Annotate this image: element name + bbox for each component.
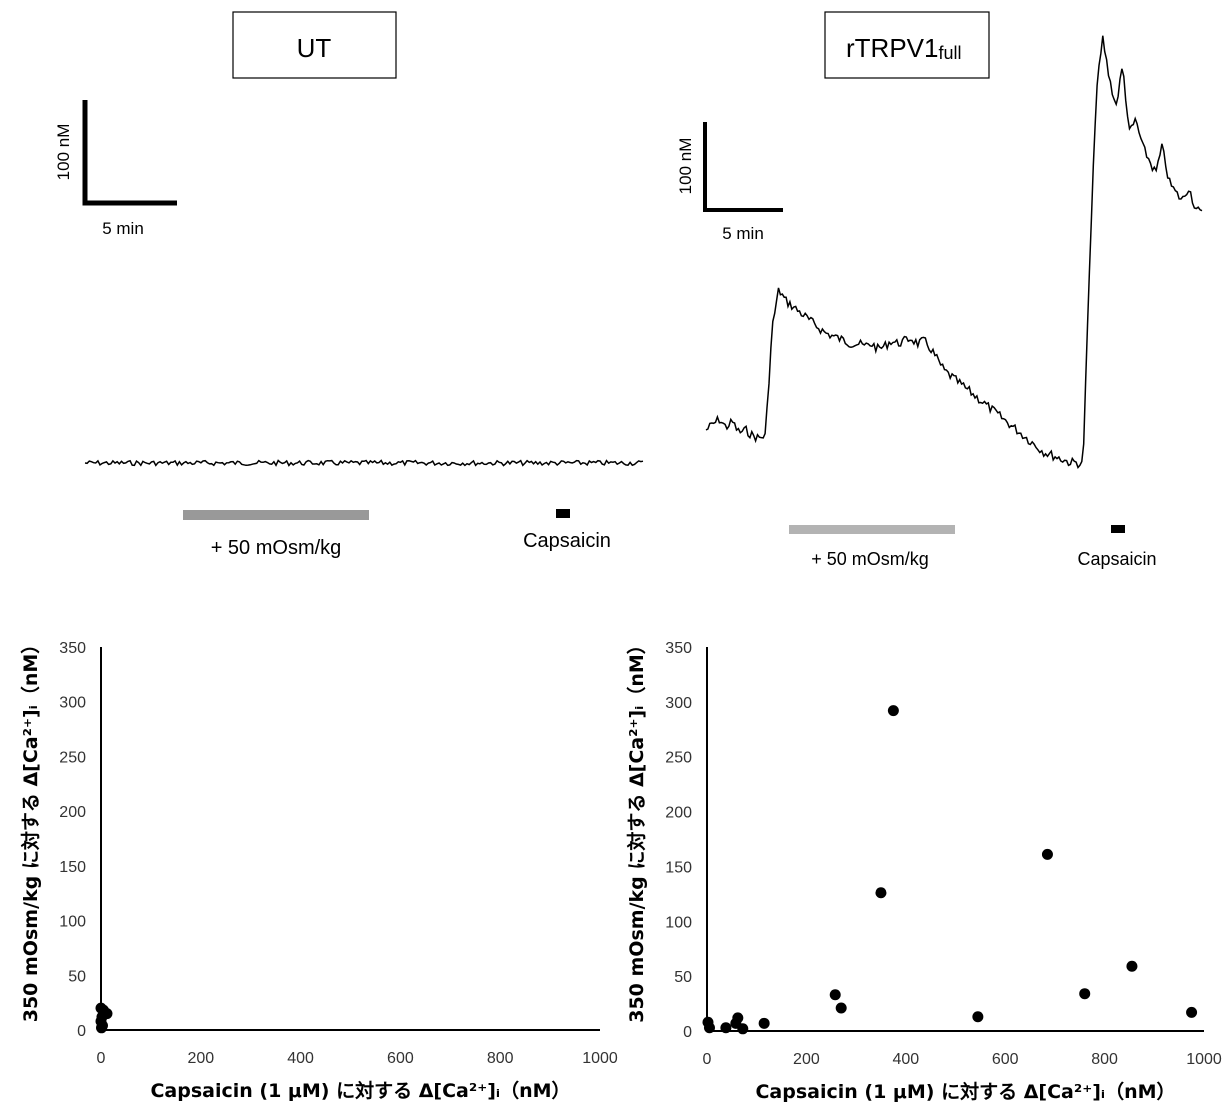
rtrpv1-scatter-x-tick-label: 400 <box>892 1051 919 1068</box>
ut-scatter-y-tick-label: 150 <box>59 859 86 876</box>
title-rtrpv1-main: rTRPV1 <box>846 33 938 63</box>
rtrpv1-scatter-x-tick-label: 800 <box>1091 1051 1118 1068</box>
scale-bar-rtrpv1 <box>703 122 783 212</box>
ut-scatter-data-point <box>97 1004 109 1016</box>
stimulus-bar-osm-ut <box>183 510 369 520</box>
ut-scatter-x-axis-label: Capsaicin (1 μM) に対する Δ[Ca²⁺]ᵢ（nM） <box>150 1079 570 1102</box>
rtrpv1-scatter-data-point <box>887 705 899 717</box>
rtrpv1-scatter-y-tick-label: 150 <box>665 859 692 876</box>
rtrpv1-scatter-x-tick-label: 1000 <box>1186 1051 1222 1068</box>
rtrpv1-scatter-data-point <box>720 1022 732 1034</box>
title-rtrpv1-sub: full <box>938 43 961 63</box>
rtrpv1-scatter-data-point <box>732 1012 744 1024</box>
scale-bar-y-label-rtrpv1: 100 nM <box>676 138 695 195</box>
stimulus-label-capsaicin-rtrpv1: Capsaicin <box>1077 549 1156 569</box>
rtrpv1-scatter-y-tick-label: 350 <box>665 640 692 657</box>
stimulus-label-osm-rtrpv1: + 50 mOsm/kg <box>811 549 929 569</box>
ut-scatter-x-tick-label: 600 <box>387 1050 414 1067</box>
stimulus-bar-capsaicin-rtrpv1 <box>1111 525 1125 533</box>
ut-scatter-y-tick-label: 200 <box>59 804 86 821</box>
ut-scatter-y-axis-label: 350 mOsm/kg に対する Δ[Ca²⁺]ᵢ（nM） <box>19 635 42 1023</box>
rtrpv1-scatter-data-point <box>703 1022 715 1034</box>
stimulus-label-capsaicin-ut: Capsaicin <box>523 530 611 552</box>
ut-scatter-y-tick-label: 0 <box>77 1023 86 1040</box>
rtrpv1-scatter-x-tick-label: 600 <box>992 1051 1019 1068</box>
ut-scatter-data-point <box>95 1022 107 1034</box>
rtrpv1-scatter-data-point <box>1126 960 1138 972</box>
trace-panel-ut: UT 100 nM 5 min + 50 mOsm/kg Capsaicin <box>54 11 644 559</box>
rtrpv1-scatter-data-point <box>758 1017 770 1029</box>
ut-scatter-x-tick-label: 800 <box>487 1050 514 1067</box>
title-rtrpv1: rTRPV1full <box>846 33 961 63</box>
trace-line-rtrpv1 <box>705 35 1203 469</box>
rtrpv1-scatter-data-point <box>1041 848 1053 860</box>
scatter-panel-ut: 0 200 400 600 800 1000 0 50 100 150 200 250 300 350 Ca… <box>19 635 618 1102</box>
rtrpv1-scatter-y-tick-label: 50 <box>674 969 692 986</box>
rtrpv1-scatter-y-tick-label: 0 <box>683 1024 692 1041</box>
scatter-panel-rtrpv1: 0 200 400 600 800 1000 0 50 100 150 200 250 300 350 Ca… <box>625 635 1222 1103</box>
scale-bar-ut <box>82 100 177 206</box>
rtrpv1-scatter-y-tick-label: 200 <box>665 805 692 822</box>
rtrpv1-scatter-y-axis-label: 350 mOsm/kg に対する Δ[Ca²⁺]ᵢ（nM） <box>625 635 648 1023</box>
rtrpv1-scatter-data-point <box>835 1002 847 1014</box>
ut-scatter-x-tick-label: 0 <box>97 1050 106 1067</box>
rtrpv1-scatter-data-point <box>1186 1006 1198 1018</box>
rtrpv1-scatter-data-point <box>1079 988 1091 1000</box>
title-box-ut <box>232 11 397 79</box>
ut-scatter-y-tick-label: 250 <box>59 749 86 766</box>
ut-scatter-y-tick-label: 100 <box>59 914 86 931</box>
title-box-rtrpv1 <box>824 11 990 79</box>
rtrpv1-scatter-data-point <box>829 989 841 1001</box>
rtrpv1-scatter-x-tick-label: 0 <box>703 1051 712 1068</box>
ut-scatter-x-tick-label: 200 <box>187 1050 214 1067</box>
stimulus-bar-osm-rtrpv1 <box>789 525 955 534</box>
ut-scatter-x-tick-label: 400 <box>287 1050 314 1067</box>
rtrpv1-scatter-x-tick-label: 200 <box>793 1051 820 1068</box>
ut-scatter-y-tick-label: 50 <box>68 968 86 985</box>
ut-scatter-x-tick-label: 1000 <box>582 1050 618 1067</box>
trace-panel-rtrpv1: rTRPV1full 100 nM 5 min + 50 mOsm/kg Cap… <box>676 11 1203 569</box>
rtrpv1-scatter-y-tick-label: 250 <box>665 750 692 767</box>
scale-bar-x-label-rtrpv1: 5 min <box>722 224 764 243</box>
ut-scatter-y-tick-label: 300 <box>59 695 86 712</box>
rtrpv1-scatter-y-tick-label: 300 <box>665 695 692 712</box>
rtrpv1-scatter-data-point <box>972 1011 984 1023</box>
rtrpv1-scatter-y-tick-label: 100 <box>665 914 692 931</box>
trace-line-ut <box>84 459 644 467</box>
ut-scatter-y-tick-label: 350 <box>59 640 86 657</box>
scale-bar-x-label-ut: 5 min <box>102 219 144 238</box>
title-ut: UT <box>297 33 332 63</box>
rtrpv1-scatter-data-point <box>737 1023 749 1035</box>
stimulus-label-osm-ut: + 50 mOsm/kg <box>211 537 342 559</box>
scale-bar-y-label-ut: 100 nM <box>54 124 73 181</box>
rtrpv1-scatter-data-point <box>875 887 887 899</box>
stimulus-bar-capsaicin-ut <box>556 509 570 518</box>
rtrpv1-scatter-x-axis-label: Capsaicin (1 μM) に対する Δ[Ca²⁺]ᵢ（nM） <box>755 1080 1175 1103</box>
